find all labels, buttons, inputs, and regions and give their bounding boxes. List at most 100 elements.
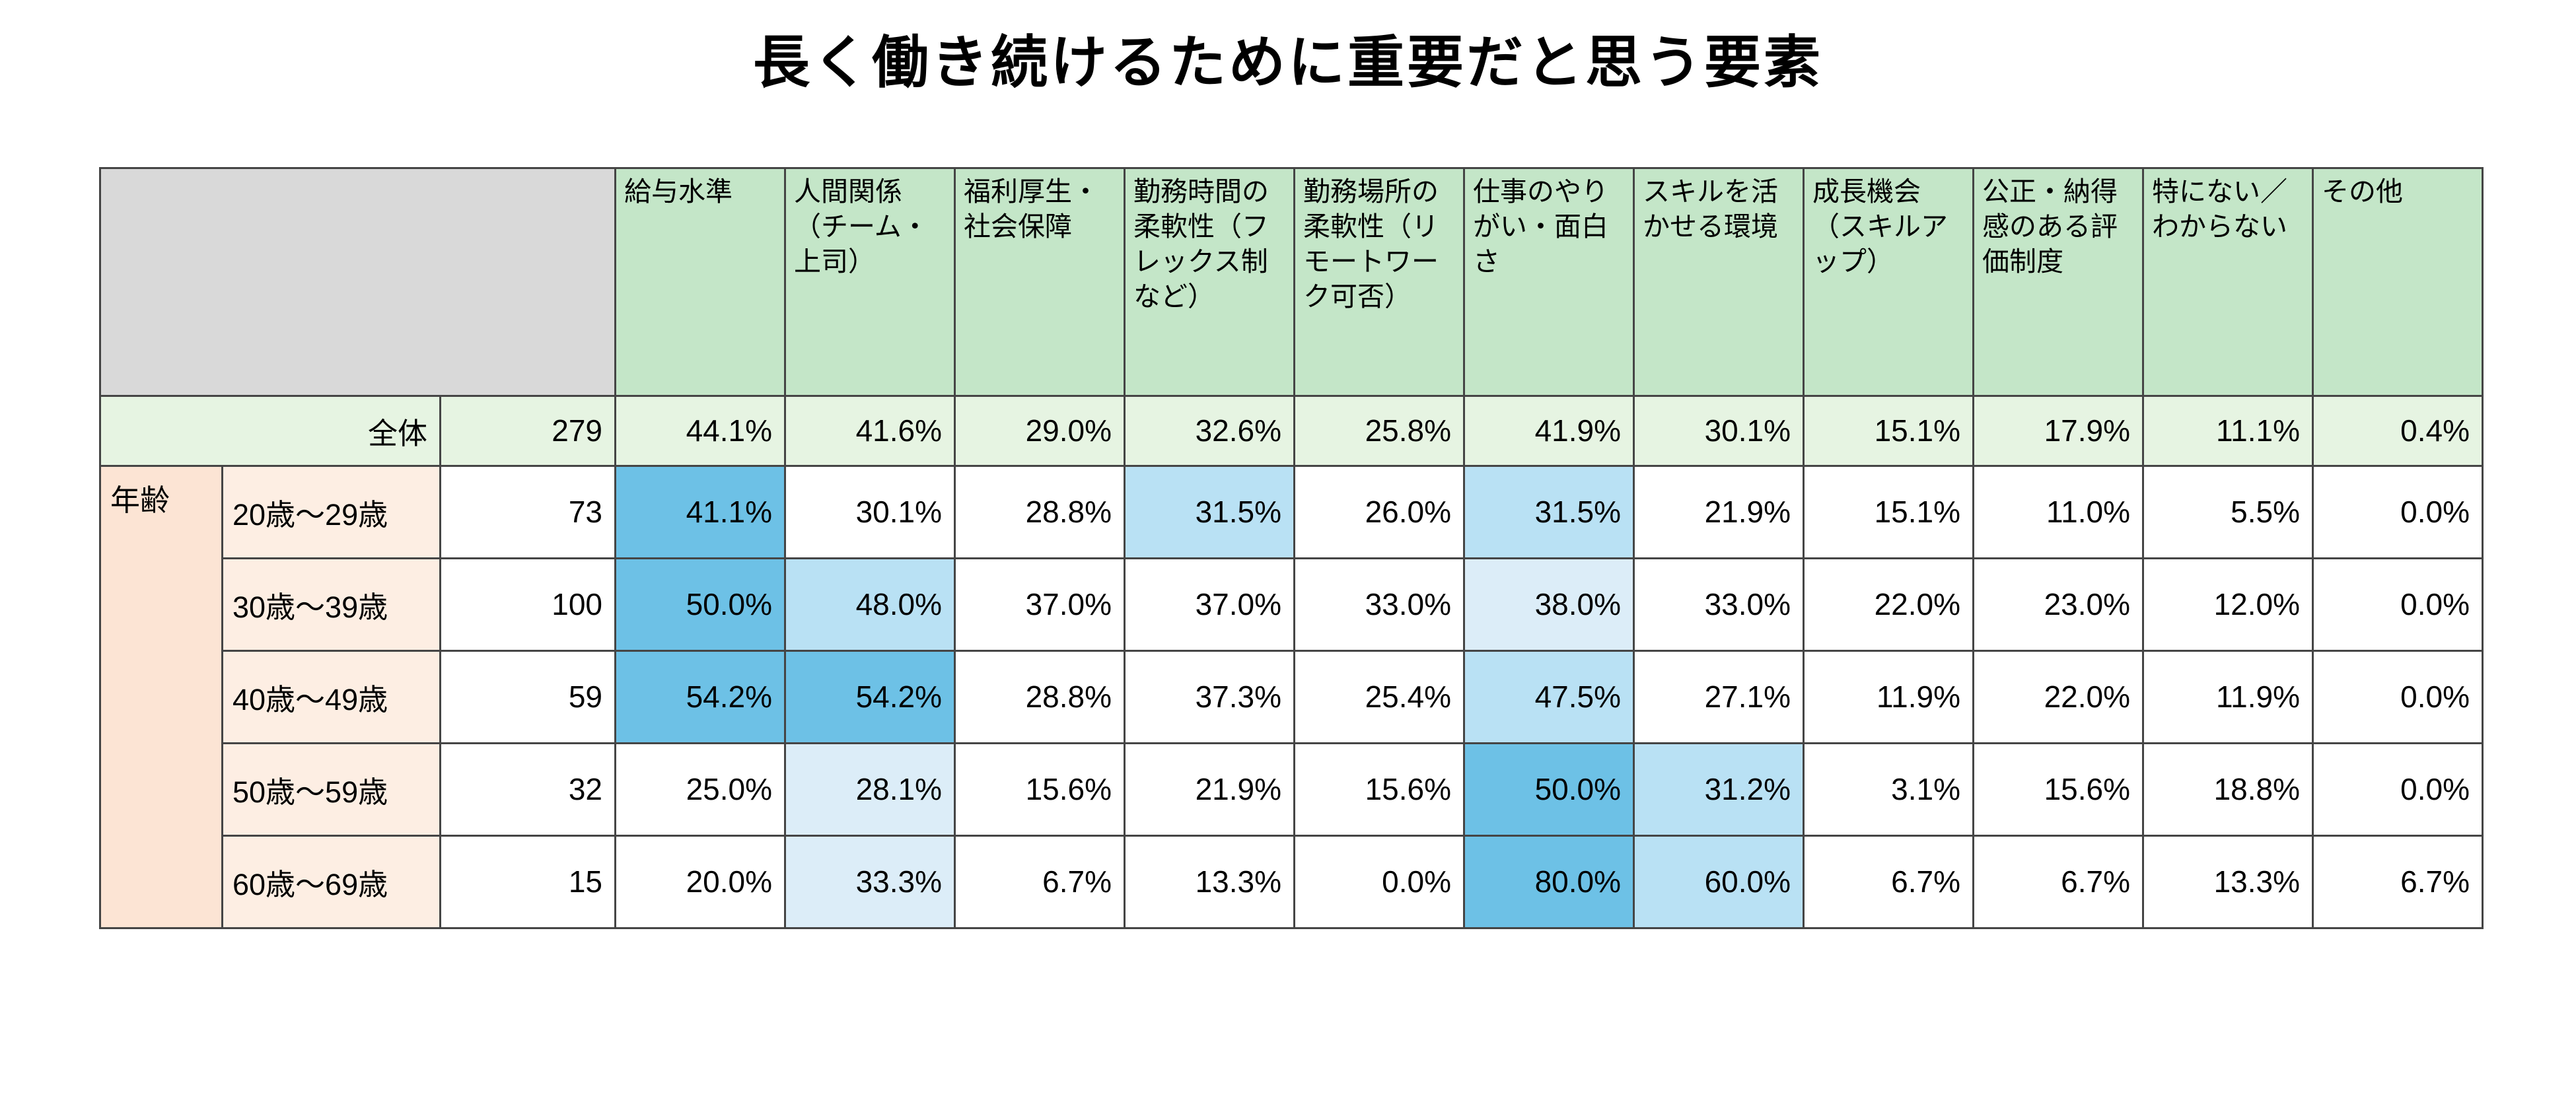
- value-cell: 31.5%: [1463, 464, 1635, 559]
- column-header: 福利厚生・社会保障: [954, 166, 1126, 397]
- value-cell: 11.1%: [2142, 394, 2314, 467]
- row-label: 60歳～69歳: [221, 834, 441, 929]
- value-cell: 0.0%: [2312, 557, 2484, 652]
- value-cell: 44.1%: [614, 394, 786, 467]
- value-cell: 33.0%: [1633, 557, 1805, 652]
- row-label: 50歳～59歳: [221, 742, 441, 837]
- value-cell: 22.0%: [1803, 557, 1974, 652]
- value-cell: 30.1%: [784, 464, 956, 559]
- value-cell: 50.0%: [1463, 742, 1635, 837]
- value-cell: 37.0%: [1124, 557, 1295, 652]
- value-cell: 80.0%: [1463, 834, 1635, 929]
- value-cell: 6.7%: [2312, 834, 2484, 929]
- value-cell: 26.0%: [1293, 464, 1465, 559]
- column-header: 勤務時間の柔軟性（フレックス制など）: [1124, 166, 1295, 397]
- value-cell: 15.6%: [954, 742, 1126, 837]
- value-cell: 18.8%: [2142, 742, 2314, 837]
- value-cell: 11.9%: [2142, 649, 2314, 744]
- table-row: 40歳～49歳 59 54.2% 54.2% 28.8% 37.3% 25.4% 47.5% 2…: [100, 649, 2484, 744]
- value-cell: 0.4%: [2312, 394, 2484, 467]
- value-cell: 41.6%: [784, 394, 956, 467]
- value-cell: 28.8%: [954, 464, 1126, 559]
- value-cell: 32.6%: [1124, 394, 1295, 467]
- crosstab-table: 給与水準 人間関係（チーム・上司） 福利厚生・社会保障 勤務時間の柔軟性（フレックス制…: [99, 166, 2484, 929]
- value-cell: 29.0%: [954, 394, 1126, 467]
- column-header: 給与水準: [614, 166, 786, 397]
- header-row: 給与水準 人間関係（チーム・上司） 福利厚生・社会保障 勤務時間の柔軟性（フレックス制…: [99, 166, 2484, 397]
- value-cell: 22.0%: [1972, 649, 2144, 744]
- value-cell: 15.1%: [1803, 394, 1974, 467]
- column-header: 人間関係（チーム・上司）: [784, 166, 956, 397]
- value-cell: 31.2%: [1633, 742, 1805, 837]
- value-cell: 0.0%: [2312, 742, 2484, 837]
- value-cell: 27.1%: [1633, 649, 1805, 744]
- column-header: 勤務場所の柔軟性（リモートワーク可否）: [1293, 166, 1465, 397]
- n-cell: 100: [439, 557, 616, 652]
- value-cell: 38.0%: [1463, 557, 1635, 652]
- value-cell: 20.0%: [614, 834, 786, 929]
- value-cell: 15.1%: [1803, 464, 1974, 559]
- total-row: 全体 279 44.1% 41.6% 29.0% 32.6% 25.8% 41.9% 30.1%…: [99, 394, 2484, 467]
- value-cell: 12.0%: [2142, 557, 2314, 652]
- value-cell: 37.3%: [1124, 649, 1295, 744]
- value-cell: 47.5%: [1463, 649, 1635, 744]
- value-cell: 15.6%: [1293, 742, 1465, 837]
- value-cell: 25.4%: [1293, 649, 1465, 744]
- table-row: 60歳～69歳 15 20.0% 33.3% 6.7% 13.3% 0.0% 80.0% 60.…: [100, 834, 2484, 929]
- corner-cell: [99, 166, 616, 397]
- row-label: 全体: [99, 394, 441, 467]
- page-title: 長く働き続けるために重要だと思う要素: [753, 31, 1823, 94]
- value-cell: 13.3%: [2142, 834, 2314, 929]
- value-cell: 50.0%: [614, 557, 786, 652]
- value-cell: 23.0%: [1972, 557, 2144, 652]
- column-header: 成長機会（スキルアップ）: [1803, 166, 1974, 397]
- column-header: 公正・納得感のある評価制度: [1972, 166, 2144, 397]
- column-header: その他: [2312, 166, 2484, 397]
- value-cell: 25.0%: [614, 742, 786, 837]
- value-cell: 0.0%: [1293, 834, 1465, 929]
- crosstab-body: 給与水準 人間関係（チーム・上司） 福利厚生・社会保障 勤務時間の柔軟性（フレックス制…: [99, 166, 2484, 929]
- value-cell: 5.5%: [2142, 464, 2314, 559]
- value-cell: 6.7%: [1972, 834, 2144, 929]
- value-cell: 33.0%: [1293, 557, 1465, 652]
- n-cell: 279: [439, 394, 616, 467]
- column-header: 特にない／わからない: [2142, 166, 2314, 397]
- row-label: 20歳～29歳: [221, 464, 441, 559]
- value-cell: 60.0%: [1633, 834, 1805, 929]
- value-cell: 30.1%: [1633, 394, 1805, 467]
- value-cell: 21.9%: [1124, 742, 1295, 837]
- n-cell: 32: [439, 742, 616, 837]
- value-cell: 0.0%: [2312, 649, 2484, 744]
- value-cell: 15.6%: [1972, 742, 2144, 837]
- value-cell: 33.3%: [784, 834, 956, 929]
- table-row: 50歳～59歳 32 25.0% 28.1% 15.6% 21.9% 15.6% 50.0% 3…: [100, 742, 2484, 837]
- value-cell: 0.0%: [2312, 464, 2484, 559]
- value-cell: 28.1%: [784, 742, 956, 837]
- value-cell: 3.1%: [1803, 742, 1974, 837]
- row-label: 30歳～39歳: [221, 557, 441, 652]
- row-label: 40歳～49歳: [221, 649, 441, 744]
- n-cell: 73: [439, 464, 616, 559]
- value-cell: 28.8%: [954, 649, 1126, 744]
- column-header: スキルを活かせる環境: [1633, 166, 1805, 397]
- value-cell: 11.9%: [1803, 649, 1974, 744]
- value-cell: 13.3%: [1124, 834, 1295, 929]
- value-cell: 54.2%: [784, 649, 956, 744]
- value-cell: 48.0%: [784, 557, 956, 652]
- value-cell: 41.1%: [614, 464, 786, 559]
- column-header: 仕事のやりがい・面白さ: [1463, 166, 1635, 397]
- group-label-cell: 年齢: [99, 464, 223, 929]
- value-cell: 6.7%: [1803, 834, 1974, 929]
- value-cell: 21.9%: [1633, 464, 1805, 559]
- value-cell: 31.5%: [1124, 464, 1295, 559]
- value-cell: 17.9%: [1972, 394, 2144, 467]
- n-cell: 59: [439, 649, 616, 744]
- value-cell: 11.0%: [1972, 464, 2144, 559]
- table-row: 年齢 20歳～29歳 73 41.1% 30.1% 28.8% 31.5% 26.0% 31.5…: [99, 464, 2484, 929]
- value-cell: 6.7%: [954, 834, 1126, 929]
- table-row: 30歳～39歳 100 50.0% 48.0% 37.0% 37.0% 33.0% 38.0%…: [100, 557, 2484, 652]
- value-cell: 25.8%: [1293, 394, 1465, 467]
- value-cell: 37.0%: [954, 557, 1126, 652]
- value-cell: 41.9%: [1463, 394, 1635, 467]
- n-cell: 15: [439, 834, 616, 929]
